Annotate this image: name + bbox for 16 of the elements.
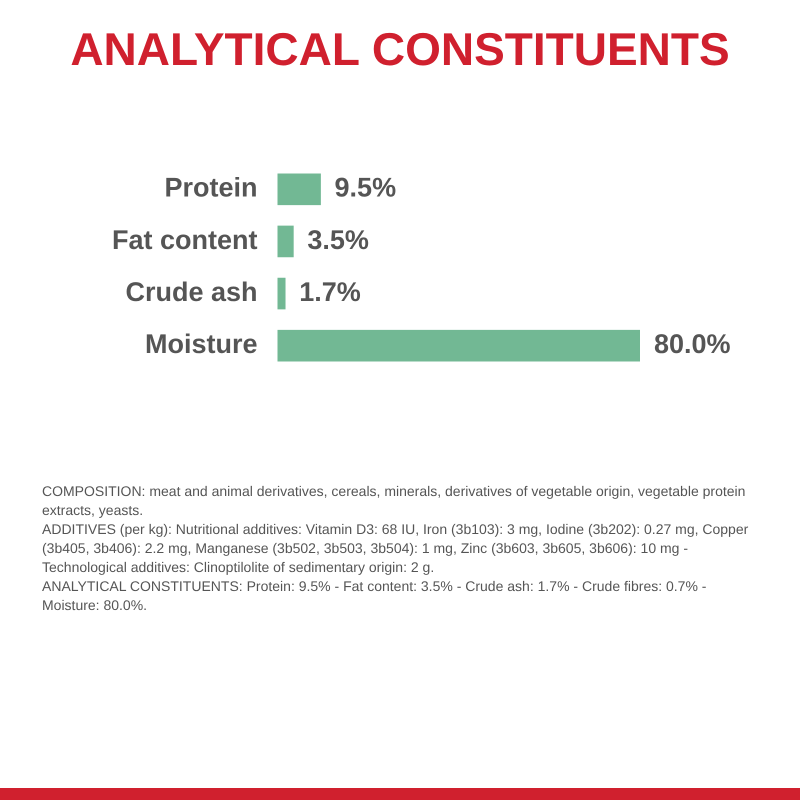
text: COMPOSITION: meat and animal derivatives, cereals, minerals, derivatives of vegetable origin, vegetable protein extracts, yeasts. <box>42 482 746 520</box>
text: ADDITIVES (per kg): Nutritional additives: Vitamin D3: 68 IU, Iron (3b103): 3 mg, Iodine (3b202): 0.27 mg, Copper (3b405, 3b406): 2.2 mg, Manganese (3b502, 3b503, 3b504): 1 mg, Zinc (3b603, 3b605, 3b606): 10 mg - Technological additives: Clinoptilolite of sedimentary origin: 2 g. <box>42 520 750 577</box>
y-tick-label: Moisture <box>144 329 258 360</box>
bar <box>277 226 294 258</box>
bar <box>277 173 321 206</box>
chart-title: ANALYTICAL CONSTITUENTS <box>69 22 731 76</box>
data-label: 9.5% <box>334 172 396 203</box>
bar <box>277 330 640 362</box>
data-label: 1.7% <box>299 277 361 308</box>
data-label: 80.0% <box>654 329 731 360</box>
y-tick-label: Crude ash <box>125 277 258 308</box>
y-tick-label: Fat content <box>112 224 258 255</box>
text: ANALYTICAL CONSTITUENTS: Protein: 9.5% - Fat content: 3.5% - Crude ash: 1.7% - Crude fibres: 0.7% - Moisture: 80.0%. <box>42 577 708 615</box>
data-label: 3.5% <box>307 224 369 255</box>
bar <box>277 278 286 310</box>
y-tick-label: Protein <box>164 172 258 203</box>
